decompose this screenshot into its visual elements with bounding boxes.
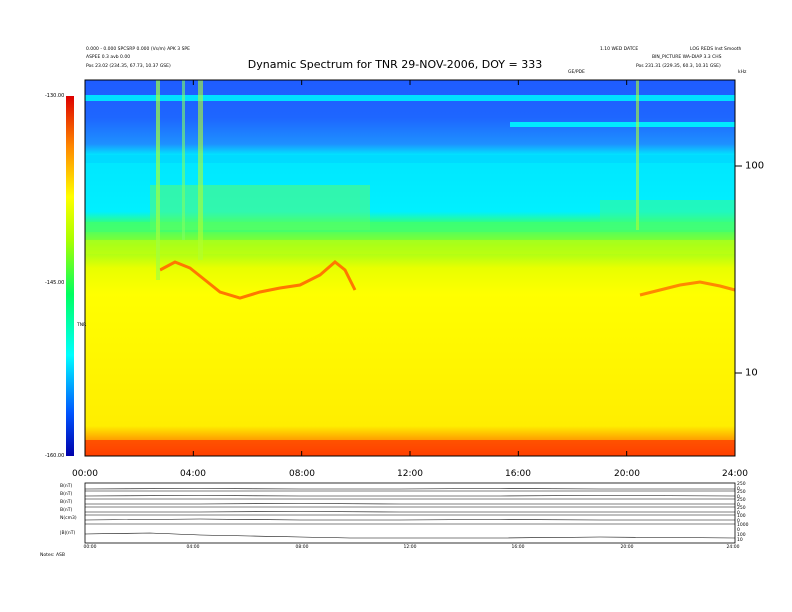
lower-x-tick: 12:00 — [403, 545, 417, 550]
left-info-2: ASPEE 0.3 avb 0.00 — [86, 55, 131, 60]
vertical-streak-1 — [156, 80, 160, 280]
x-tick-label: 00:00 — [72, 469, 98, 479]
right-info-6: kHz — [738, 70, 747, 75]
trace-b4 — [85, 511, 735, 513]
spectrogram-area — [85, 80, 735, 456]
right-info-5: Smooth — [724, 47, 742, 52]
lower-right-tick: 250 — [737, 498, 746, 503]
lower-right-tick: 250 — [737, 490, 746, 495]
colorbar-tick-mid: -145.00 — [45, 280, 65, 286]
lower-right-tick: 0 — [737, 487, 740, 492]
lower-right-tick: 0 — [737, 519, 740, 524]
lower-x-tick: 24:00 — [726, 545, 740, 550]
vertical-streak-4 — [636, 80, 639, 230]
emission-trace-left — [159, 260, 357, 300]
lower-x-tick: 16:00 — [511, 545, 525, 550]
lower-panel-label: B(nT) — [60, 500, 73, 505]
y-right-tick-100: 100 — [745, 160, 765, 172]
cyan-band-mid — [85, 155, 735, 163]
x-tick-label: 12:00 — [397, 469, 423, 479]
trace-bmag — [84, 532, 736, 539]
unit-mark: GE/PDE — [568, 70, 585, 75]
lower-right-tick: 250 — [737, 482, 746, 487]
lower-x-tick: 04:00 — [186, 545, 200, 550]
x-tick-label: 16:00 — [505, 469, 531, 479]
lower-right-tick: 1000 — [737, 523, 749, 528]
footer-notes: Notes: ASB — [40, 553, 65, 558]
lower-right-tick: 0 — [737, 503, 740, 508]
cyan-stripe-right — [510, 122, 735, 127]
lower-right-tick: 0 — [737, 511, 740, 516]
right-info-1: 1.10 WED DATCE — [600, 47, 639, 52]
left-info-1: 0.000 - 0.000 SPCSRP 0.000 (Vs/m) APK 3 … — [86, 47, 190, 52]
storm-region-1 — [150, 185, 370, 230]
lower-x-tick: 00:00 — [83, 545, 97, 550]
lower-right-tick: 0 — [737, 495, 740, 500]
trace-b1 — [84, 488, 735, 490]
lower-panel-label: |B|(nT) — [60, 531, 76, 536]
lower-right-tick: 100 — [737, 533, 746, 538]
lower-panel-label: B(nT) — [60, 492, 73, 497]
cyan-band-top — [85, 95, 735, 101]
right-info-2: LOG REDS Inst — [690, 47, 723, 52]
lower-panel-label: B(nT) — [60, 508, 73, 513]
x-tick-label: 04:00 — [180, 469, 206, 479]
colorbar — [66, 96, 74, 456]
lower-right-tick: 10 — [737, 538, 743, 543]
x-tick-label: 08:00 — [289, 469, 315, 479]
right-info-4: Pos 231.31 (229.35, 60.3, 10.31 GSE) — [636, 64, 721, 69]
yellow-green-band — [85, 240, 735, 254]
x-tick-label: 24:00 — [722, 469, 748, 479]
right-info-3: BIN_PICTURE WA-DIAP 3.3 CHS — [652, 55, 722, 60]
colorbar-tick-top: -130.00 — [45, 93, 65, 99]
trace-b3 — [85, 503, 735, 505]
x-tick-marks — [84, 80, 736, 456]
lower-x-tick: 20:00 — [620, 545, 634, 550]
trace-b2 — [84, 495, 736, 497]
y-tick-marks — [735, 165, 742, 374]
lower-right-tick: 250 — [737, 506, 746, 511]
lower-panel-label: N(cm3) — [60, 516, 77, 521]
lower-panels — [84, 482, 736, 544]
orange-floor — [85, 440, 735, 456]
trace-n — [84, 518, 735, 521]
chart-title: Dynamic Spectrum for TNR 29-NOV-2006, DO… — [247, 58, 543, 71]
lower-right-tick: 100 — [737, 514, 746, 519]
vertical-streak-3 — [198, 80, 203, 260]
emission-trace-right — [639, 280, 736, 297]
colorbar-label: TNR — [77, 323, 87, 328]
lower-right-tick: 0 — [737, 528, 740, 533]
y-right-tick-10: 10 — [745, 367, 758, 379]
x-tick-label: 20:00 — [614, 469, 640, 479]
colorbar-tick-bottom: -160.00 — [45, 453, 65, 459]
vertical-streak-2 — [182, 80, 185, 240]
green-band — [85, 222, 735, 232]
left-info-3: Pos 23.02 (234.35, 67.73, 10.37 GSE) — [86, 64, 171, 69]
lower-panel-label: B(nT) — [60, 484, 73, 489]
storm-region-2 — [600, 200, 735, 230]
lower-x-tick: 08:00 — [295, 545, 309, 550]
lower-panels-frame — [84, 482, 736, 544]
